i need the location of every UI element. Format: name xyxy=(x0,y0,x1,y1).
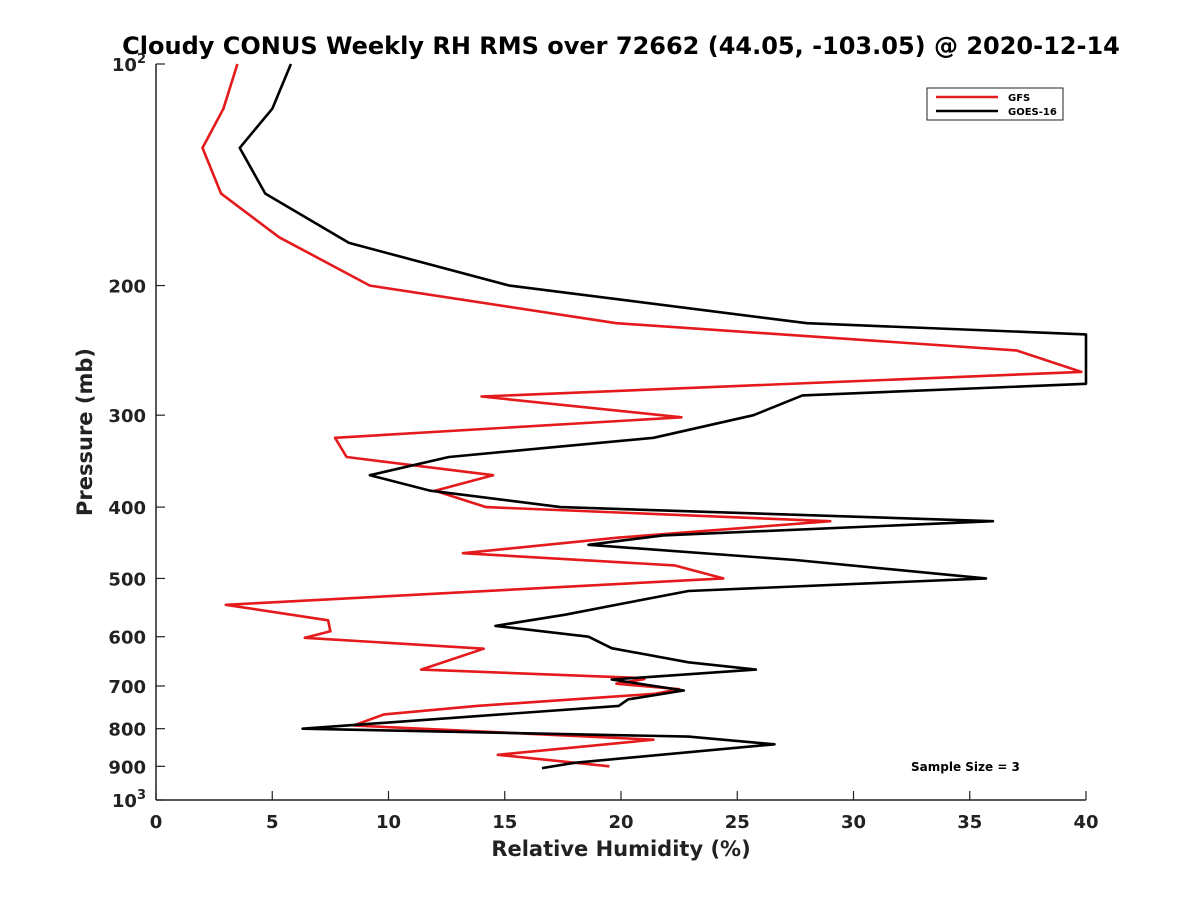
y-axis-label: Pressure (mb) xyxy=(73,348,97,516)
y-tick-label: 400 xyxy=(108,498,146,519)
x-tick-label: 5 xyxy=(266,812,279,833)
y-tick-label: 300 xyxy=(108,406,146,427)
x-tick-label: 35 xyxy=(957,812,982,833)
series-line-goes16 xyxy=(238,63,1088,770)
y-tick-exponent: 3 xyxy=(137,788,146,803)
x-tick-label: 20 xyxy=(608,812,633,833)
y-tick-label: 200 xyxy=(108,277,146,298)
x-tick-label: 0 xyxy=(150,812,163,833)
legend: GFS GOES-16 xyxy=(926,87,1064,121)
y-tick-label: 800 xyxy=(108,720,146,741)
y-tick-base: 200 xyxy=(108,277,146,298)
legend-label-gfs: GFS xyxy=(1008,93,1030,104)
x-ticks: 0 5 10 15 20 25 30 35 40 xyxy=(150,791,1099,833)
y-tick-base: 800 xyxy=(108,720,146,741)
y-tick-label: 500 xyxy=(108,569,146,590)
x-tick-label: 25 xyxy=(725,812,750,833)
y-tick-label: 102 xyxy=(112,52,146,76)
y-tick-label: 600 xyxy=(108,628,146,649)
x-tick-label: 10 xyxy=(376,812,401,833)
y-tick-label: 900 xyxy=(108,757,146,778)
series-line-gfs xyxy=(201,63,1083,768)
legend-label-goes16: GOES-16 xyxy=(1008,107,1057,118)
y-tick-exponent: 2 xyxy=(137,52,146,67)
sample-size-annotation: Sample Size = 3 xyxy=(911,760,1020,774)
y-tick-base: 10 xyxy=(112,791,137,812)
plot-area: 0 5 10 15 20 25 30 35 40 200 300 400 500 600 700 800 90… xyxy=(108,52,1098,833)
y-tick-base: 900 xyxy=(108,757,146,778)
y-tick-label: 700 xyxy=(108,677,146,698)
y-tick-label: 103 xyxy=(112,788,146,812)
x-axis-label: Relative Humidity (%) xyxy=(491,837,750,861)
y-tick-base: 300 xyxy=(108,406,146,427)
x-tick-label: 30 xyxy=(841,812,866,833)
x-tick-label: 15 xyxy=(492,812,517,833)
y-tick-base: 500 xyxy=(108,569,146,590)
series-lines xyxy=(201,63,1088,770)
y-tick-base: 600 xyxy=(108,628,146,649)
y-tick-base: 700 xyxy=(108,677,146,698)
x-tick-label: 40 xyxy=(1073,812,1098,833)
chart-title: Cloudy CONUS Weekly RH RMS over 72662 (4… xyxy=(122,32,1120,60)
y-tick-base: 400 xyxy=(108,498,146,519)
y-tick-base: 10 xyxy=(112,55,137,76)
legend-box xyxy=(926,87,1064,121)
